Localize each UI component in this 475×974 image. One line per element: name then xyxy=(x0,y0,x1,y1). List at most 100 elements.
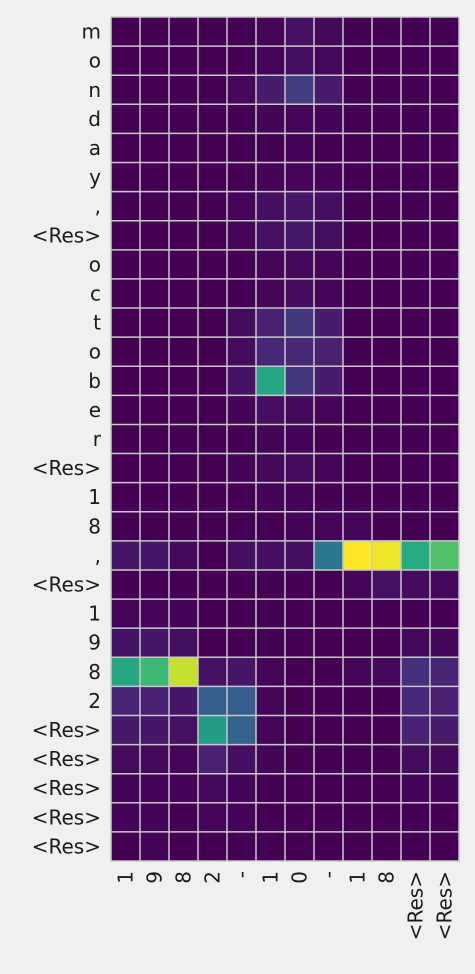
heatmap-cell-r18-c11 xyxy=(430,540,460,571)
heatmap-cell-r9-c8 xyxy=(343,278,373,309)
heatmap-cell-r5-c4 xyxy=(227,162,257,193)
heatmap-cell-r6-c5 xyxy=(256,191,286,222)
heatmap-cell-r16-c11 xyxy=(430,482,460,513)
y-tick-label-21: 9 xyxy=(88,631,101,655)
heatmap-cell-r19-c2 xyxy=(169,569,199,600)
heatmap-cell-r4-c1 xyxy=(140,133,170,164)
heatmap-cell-r24-c4 xyxy=(227,715,257,746)
y-tick-label-0: m xyxy=(82,20,101,44)
heatmap-cell-r2-c0 xyxy=(111,75,141,105)
heatmap-cell-r9-c4 xyxy=(227,278,257,309)
heatmap-cell-r6-c2 xyxy=(169,191,199,222)
y-tick-labels: monday,<Res>october<Res>18,<Res>1982<Res… xyxy=(32,20,102,859)
heatmap-cell-r13-c10 xyxy=(401,395,431,425)
heatmap-cell-r6-c9 xyxy=(372,191,402,222)
heatmap-cell-r9-c3 xyxy=(198,278,228,309)
heatmap-cell-r7-c3 xyxy=(198,220,228,251)
heatmap-cell-r18-c0 xyxy=(111,540,141,571)
heatmap-cell-r13-c3 xyxy=(198,395,228,425)
heatmap-cell-r15-c3 xyxy=(198,453,228,484)
heatmap-cell-r16-c6 xyxy=(285,482,315,513)
heatmap-cell-r5-c5 xyxy=(256,162,286,193)
heatmap-cell-r25-c4 xyxy=(227,744,257,775)
heatmap-cell-r20-c7 xyxy=(314,599,344,629)
heatmap-cell-r0-c5 xyxy=(256,17,286,47)
heatmap-cell-r7-c2 xyxy=(169,220,199,251)
heatmap-cell-r18-c7 xyxy=(314,540,344,571)
heatmap-cell-r6-c1 xyxy=(140,191,170,222)
heatmap-cell-r21-c8 xyxy=(343,628,373,658)
heatmap-cell-r12-c11 xyxy=(430,366,460,396)
heatmap-cell-r23-c9 xyxy=(372,686,402,716)
heatmap-cell-r5-c7 xyxy=(314,162,344,193)
heatmap-cell-r0-c11 xyxy=(430,17,460,47)
heatmap-cell-r20-c4 xyxy=(227,599,257,629)
heatmap-cell-r3-c5 xyxy=(256,104,286,134)
y-tick-label-16: 1 xyxy=(88,485,101,509)
heatmap-cell-r22-c2 xyxy=(169,657,199,687)
heatmap-cell-r13-c0 xyxy=(111,395,141,425)
heatmap-cell-r13-c4 xyxy=(227,395,257,425)
heatmap-cell-r2-c2 xyxy=(169,75,199,105)
heatmap-cell-r22-c11 xyxy=(430,657,460,687)
heatmap-cell-r6-c4 xyxy=(227,191,257,222)
heatmap-cell-r28-c8 xyxy=(343,831,373,862)
heatmap-cell-r11-c10 xyxy=(401,337,431,367)
heatmap-cell-r1-c10 xyxy=(401,46,431,76)
heatmap-cell-r28-c7 xyxy=(314,831,344,862)
heatmap-cell-r5-c9 xyxy=(372,162,402,193)
heatmap-cell-r21-c5 xyxy=(256,628,286,658)
heatmap-cell-r28-c5 xyxy=(256,831,286,862)
heatmap-cell-r10-c7 xyxy=(314,308,344,338)
heatmap-cell-r26-c5 xyxy=(256,773,286,804)
heatmap-cell-r23-c4 xyxy=(227,686,257,716)
heatmap-cell-r3-c10 xyxy=(401,104,431,134)
heatmap-cell-r0-c7 xyxy=(314,17,344,47)
heatmap-cell-r20-c11 xyxy=(430,599,460,629)
x-tick-label-5: 1 xyxy=(259,871,283,884)
y-tick-label-15: <Res> xyxy=(32,456,101,480)
heatmap-cell-r4-c0 xyxy=(111,133,141,164)
heatmap-cells xyxy=(111,17,460,862)
heatmap-cell-r22-c10 xyxy=(401,657,431,687)
heatmap-cell-r7-c7 xyxy=(314,220,344,251)
heatmap-cell-r4-c2 xyxy=(169,133,199,164)
heatmap-cell-r25-c3 xyxy=(198,744,228,775)
y-tick-label-1: o xyxy=(89,49,101,73)
heatmap-cell-r19-c9 xyxy=(372,569,402,600)
heatmap-cell-r19-c4 xyxy=(227,569,257,600)
heatmap-cell-r1-c8 xyxy=(343,46,373,76)
heatmap-cell-r5-c11 xyxy=(430,162,460,193)
heatmap-cell-r15-c1 xyxy=(140,453,170,484)
heatmap-cell-r12-c1 xyxy=(140,366,170,396)
heatmap-cell-r27-c3 xyxy=(198,802,228,833)
heatmap-cell-r1-c3 xyxy=(198,46,228,76)
heatmap-cell-r12-c10 xyxy=(401,366,431,396)
heatmap-cell-r3-c9 xyxy=(372,104,402,134)
heatmap-cell-r3-c11 xyxy=(430,104,460,134)
heatmap-cell-r12-c8 xyxy=(343,366,373,396)
y-tick-label-27: <Res> xyxy=(32,805,101,829)
heatmap-cell-r1-c5 xyxy=(256,46,286,76)
heatmap-cell-r19-c5 xyxy=(256,569,286,600)
heatmap-cell-r1-c11 xyxy=(430,46,460,76)
heatmap-cell-r19-c6 xyxy=(285,569,315,600)
heatmap-cell-r3-c1 xyxy=(140,104,170,134)
heatmap-cell-r8-c2 xyxy=(169,249,199,280)
heatmap-cell-r20-c10 xyxy=(401,599,431,629)
y-tick-label-17: 8 xyxy=(88,514,101,538)
heatmap-cell-r9-c1 xyxy=(140,278,170,309)
heatmap-cell-r2-c5 xyxy=(256,75,286,105)
heatmap-cell-r17-c5 xyxy=(256,511,286,542)
heatmap-cell-r25-c1 xyxy=(140,744,170,775)
heatmap-cell-r14-c11 xyxy=(430,424,460,455)
heatmap-cell-r28-c1 xyxy=(140,831,170,862)
heatmap-cell-r19-c3 xyxy=(198,569,228,600)
heatmap-cell-r26-c10 xyxy=(401,773,431,804)
heatmap-cell-r25-c0 xyxy=(111,744,141,775)
heatmap-cell-r0-c4 xyxy=(227,17,257,47)
heatmap-cell-r10-c8 xyxy=(343,308,373,338)
heatmap-cell-r24-c7 xyxy=(314,715,344,746)
heatmap-cell-r16-c9 xyxy=(372,482,402,513)
